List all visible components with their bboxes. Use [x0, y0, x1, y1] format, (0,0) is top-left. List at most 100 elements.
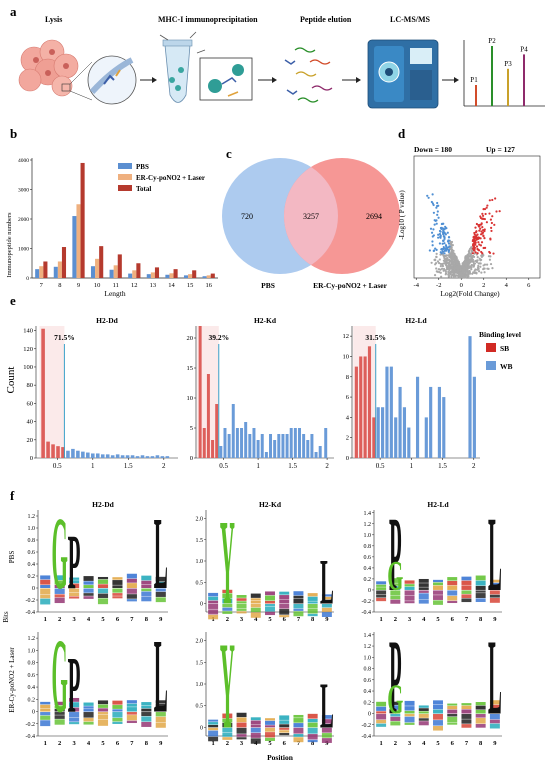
logo-position-label: 9 [325, 616, 329, 623]
logo-position-label: 9 [493, 616, 497, 623]
logo-ytick-label: -0.4 [26, 610, 36, 616]
volcano-point [470, 246, 473, 249]
histogram-bar [314, 452, 318, 458]
panel-b-legend-swatch [118, 163, 132, 169]
volcano-point [438, 258, 441, 261]
logo-small-letter [404, 584, 415, 587]
volcano-point [475, 272, 478, 275]
histogram-xtick-label: 0.5 [219, 462, 228, 470]
histogram-bar [81, 451, 85, 458]
venn-overlap-count: 3257 [303, 212, 319, 221]
logo-small-letter [390, 586, 401, 590]
histogram-bar [165, 456, 170, 458]
logo-small-letter [418, 599, 429, 604]
volcano-point [446, 240, 450, 243]
volcano-point [459, 273, 462, 276]
volcano-point [449, 273, 452, 276]
logo-small-letter [155, 709, 166, 712]
logo-small-letter [208, 727, 219, 731]
panel-b: b Immunopeptide numbers Length 0 1000 2000… [6, 126, 218, 298]
logo-small-letter [321, 733, 332, 738]
volcano-point [448, 248, 451, 252]
logo-small-letter [112, 577, 123, 580]
histogram-bar [105, 454, 110, 458]
volcano-point [495, 210, 498, 213]
logo-small-letter [83, 593, 94, 596]
volcano-point [471, 252, 474, 255]
histogram-bar [252, 428, 256, 458]
volcano-point [485, 206, 488, 209]
logo-small-letter [376, 581, 387, 585]
logo-position-label: 3 [72, 616, 76, 623]
logo-ytick-label: 1.0 [28, 648, 36, 654]
volcano-point [447, 242, 451, 245]
histogram-bar [140, 455, 145, 458]
panel-b-xtick-label: 14 [168, 282, 175, 289]
logo-position-label: 1 [44, 740, 47, 747]
logo-position-label: 3 [240, 740, 244, 747]
logo-small-letter [69, 712, 80, 718]
volcano-point [432, 234, 435, 237]
volcano-point [439, 262, 442, 266]
volcano-point [476, 256, 479, 259]
volcano-point [483, 217, 486, 221]
logo-small-letter [126, 599, 137, 602]
logo-row-label-laser: ER-Cy-poNO2 + Laser [8, 647, 16, 713]
logo-small-letter [433, 590, 443, 595]
logo-small-letter [376, 584, 387, 587]
volcano-point [488, 251, 492, 255]
logo-small-letter [222, 589, 233, 593]
volcano-point [431, 193, 434, 196]
volcano-point [440, 252, 443, 255]
histogram-title: H2-Kd [254, 316, 277, 325]
logo-small-letter [307, 593, 318, 597]
logo-small-letter [250, 727, 261, 733]
histogram-bar [437, 386, 441, 458]
volcano-point [475, 260, 479, 264]
histogram-bar [298, 428, 301, 458]
logo-small-letter [54, 575, 65, 581]
logo-small-letter [307, 722, 318, 728]
panel-b-legend-swatch [118, 174, 132, 180]
logo-small-letter [208, 730, 219, 737]
logo-ytick-label: 0.6 [28, 673, 36, 679]
logo-small-letter [489, 700, 500, 705]
histogram-bar [324, 428, 328, 458]
histogram-bar [46, 441, 50, 458]
panel-b-bar [173, 269, 178, 278]
volcano-point [482, 246, 485, 250]
logo-small-letter [97, 584, 109, 588]
volcano-point [451, 259, 454, 262]
histogram-ytick-label: 10 [187, 395, 194, 402]
volcano-point [451, 244, 454, 247]
logo-letter-l: L [154, 497, 168, 612]
volcano-point [481, 226, 484, 229]
logo-position-label: 8 [311, 740, 315, 747]
logo-position-label: 5 [101, 740, 105, 747]
volcano-point [437, 233, 440, 236]
volcano-point [481, 217, 484, 220]
volcano-point [482, 229, 485, 232]
logo-small-letter [475, 709, 486, 714]
logo-position-label: 2 [58, 616, 61, 623]
histogram-bar [227, 434, 231, 458]
volcano-point [443, 242, 446, 245]
volcano-point [426, 194, 429, 197]
logo-small-letter [54, 594, 65, 598]
logo-small-letter [433, 700, 443, 705]
logo-ytick-label: 1.0 [196, 682, 204, 688]
histogram-bar [306, 440, 310, 458]
logo-small-letter [69, 580, 80, 584]
logo-small-letter [447, 703, 458, 706]
volcano-point [471, 272, 474, 275]
histogram-ytick-label: 80 [27, 382, 34, 389]
legend-wb-swatch [486, 361, 496, 370]
logo-ytick-label: 0.6 [364, 678, 372, 684]
logo-small-letter [250, 738, 261, 744]
volcano-point [442, 269, 445, 272]
volcano-point [469, 266, 472, 269]
logo-small-letter [265, 611, 275, 616]
volcano-point [435, 219, 438, 222]
volcano-up-label: Up = 127 [486, 145, 515, 154]
